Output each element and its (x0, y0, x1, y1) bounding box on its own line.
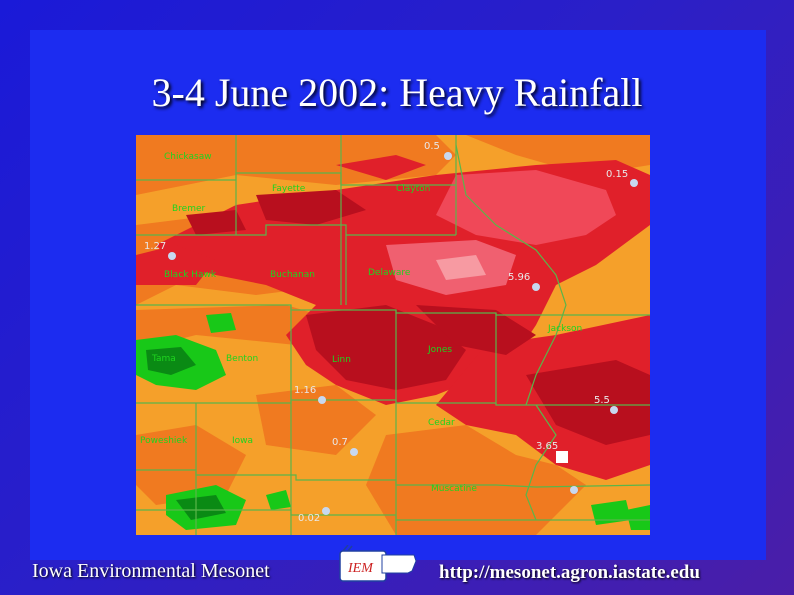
logo-text: IEM (347, 561, 374, 576)
county-label: Linn (332, 355, 351, 365)
county-label: Chickasaw (164, 152, 212, 162)
county-label: Muscatine (431, 484, 477, 494)
county-label: Delaware (368, 268, 411, 278)
county-label: Buchanan (270, 270, 315, 280)
station-marker: 5.5 (594, 395, 618, 414)
slide-title: 3-4 June 2002: Heavy Rainfall (151, 70, 643, 115)
station-dot (610, 406, 618, 414)
station-value: 3.65 (536, 441, 558, 452)
station-dot (570, 486, 578, 494)
rainfall-map: Chickasaw Fayette Clayton Bremer Black H… (136, 135, 650, 535)
station-dot (318, 396, 326, 404)
rainfall-pink-areas (386, 170, 616, 295)
county-label: Tama (151, 354, 176, 364)
station-marker-square (556, 451, 568, 463)
county-labels: Chickasaw Fayette Clayton Bremer Black H… (140, 152, 582, 494)
county-label: Black Hawk (164, 270, 217, 280)
footer-url[interactable]: http://mesonet.agron.iastate.edu (439, 562, 700, 583)
county-label: Bremer (172, 204, 206, 214)
station-marker: 0.02 (298, 507, 330, 524)
station-value: 1.27 (144, 241, 166, 252)
county-boundaries (136, 135, 650, 535)
county-label: Benton (226, 354, 258, 364)
iem-logo: IEM (338, 544, 420, 590)
station-marker: 5.96 (508, 272, 540, 291)
station-dot (444, 152, 452, 160)
footer-organization: Iowa Environmental Mesonet (32, 560, 270, 582)
station-value: 0.7 (332, 437, 348, 448)
station-dot (350, 448, 358, 456)
station-value: 0.02 (298, 513, 320, 524)
station-dot (322, 507, 330, 515)
station-value: 0.15 (606, 169, 628, 180)
station-marker: 0.15 (606, 169, 638, 187)
rain-gauge-stations: 0.5 0.15 1.27 5.96 1.16 5.5 (144, 141, 638, 524)
county-label: Clayton (396, 184, 430, 194)
station-value: 1.16 (294, 385, 316, 396)
station-value: 5.5 (594, 395, 610, 406)
station-value: 0.5 (424, 141, 440, 152)
station-marker: 0.7 (332, 437, 358, 456)
station-dot (168, 252, 176, 260)
county-label: Poweshiek (140, 436, 188, 446)
rainfall-dark-red-areas (186, 190, 650, 445)
station-dot (532, 283, 540, 291)
county-label: Jackson (547, 324, 582, 334)
county-label: Iowa (232, 436, 253, 446)
county-label: Fayette (272, 184, 306, 194)
rainfall-green-areas (136, 313, 650, 530)
station-value: 5.96 (508, 272, 530, 283)
station-marker: 3.65 (536, 441, 578, 494)
station-marker: 1.16 (294, 385, 326, 404)
county-label: Cedar (428, 418, 455, 428)
county-label: Jones (427, 345, 452, 355)
station-dot (630, 179, 638, 187)
station-marker: 0.5 (424, 141, 452, 160)
station-marker: 1.27 (144, 241, 176, 260)
